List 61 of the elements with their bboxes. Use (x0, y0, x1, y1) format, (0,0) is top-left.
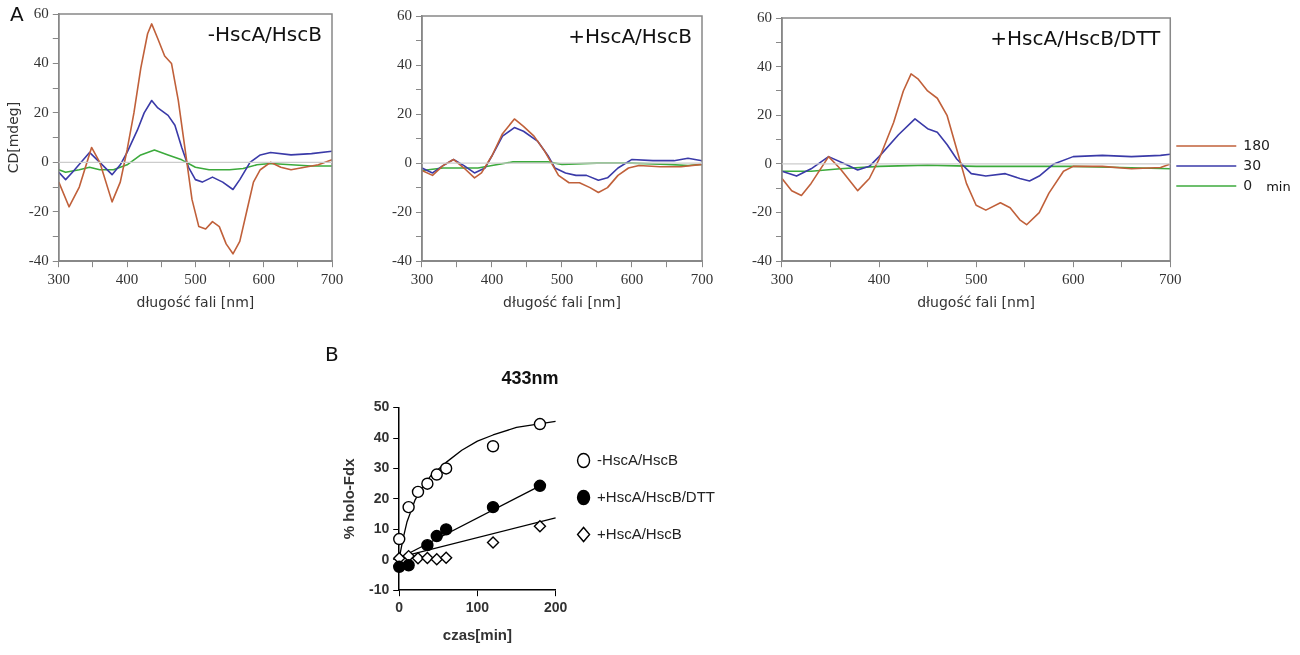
y-tick-label: 0 (764, 154, 772, 171)
x-tick-label: 100 (465, 599, 490, 616)
legend-label: 180 (1243, 136, 1271, 153)
chart-title: -HscA/HscB (207, 22, 322, 47)
x-tick-label: 600 (1061, 271, 1085, 288)
x-tick-label: 600 (252, 271, 275, 288)
y-tick-label: 20 (33, 103, 49, 120)
y-tick-label: 50 (373, 398, 390, 415)
y-tick-label: 40 (757, 57, 772, 74)
y-tick-label: 40 (373, 428, 390, 445)
legend-label: +HscA/HscB (597, 524, 682, 542)
text: B (325, 342, 339, 367)
x-tick-label: 300 (770, 271, 794, 288)
y-tick-label: -20 (752, 203, 772, 220)
y-tick-label: -40 (752, 252, 772, 269)
y-tick-label: 40 (397, 55, 412, 72)
x-tick-label: 700 (690, 271, 714, 288)
y-tick-label: 0 (381, 550, 390, 567)
x-tick-label: 600 (620, 271, 644, 288)
x-tick-label: 700 (320, 271, 344, 288)
x-tick-label: 500 (964, 271, 988, 288)
y-tick-label: 60 (757, 8, 772, 25)
y-tick-label: -40 (392, 252, 412, 269)
y-axis-title: CD[mdeg] (5, 101, 22, 174)
chart-title: 433nm (501, 367, 559, 388)
x-tick-label: 400 (480, 271, 504, 288)
legend-label: 0 (1243, 176, 1253, 193)
y-tick-label: 60 (33, 4, 49, 21)
x-axis-title: długość fali [nm] (917, 294, 1036, 311)
x-tick-label: 700 (1159, 271, 1182, 288)
y-tick-label: 20 (373, 489, 390, 506)
y-tick-label: 40 (33, 54, 49, 71)
y-tick-label: 30 (373, 459, 390, 476)
chart-title: +HscA/HscB/DTT (990, 26, 1162, 51)
x-tick-label: 300 (410, 271, 434, 288)
x-tick-label: 200 (543, 599, 568, 616)
x-tick-label: 400 (867, 271, 891, 288)
x-tick-label: 400 (115, 271, 139, 288)
y-tick-label: 10 (373, 520, 390, 537)
legend-label: -HscA/HscB (597, 450, 678, 468)
y-tick-label: 0 (41, 153, 49, 170)
legend-label: +HscA/HscB/DTT (597, 487, 716, 505)
y-tick-label: -40 (28, 252, 49, 269)
chart-title: +HscA/HscB (568, 24, 692, 49)
text: A (10, 2, 24, 27)
x-axis-title: długość fali [nm] (136, 294, 255, 311)
y-tick-label: 0 (404, 154, 412, 171)
legend-label: 30 (1243, 156, 1262, 173)
y-tick-label: -20 (392, 203, 412, 220)
y-tick-label: -10 (369, 581, 390, 598)
x-tick-label: 500 (550, 271, 574, 288)
x-tick-label: 300 (47, 271, 71, 288)
x-tick-label: 500 (184, 271, 207, 288)
y-tick-label: 60 (397, 6, 412, 23)
y-tick-label: -20 (28, 202, 49, 219)
x-axis-title: czas[min] (442, 626, 512, 644)
y-axis-title: % holo-Fdx (340, 457, 358, 540)
text: min (1266, 179, 1291, 195)
y-tick-label: 20 (397, 105, 412, 122)
y-tick-label: 20 (757, 106, 772, 123)
x-axis-title: długość fali [nm] (503, 294, 621, 311)
